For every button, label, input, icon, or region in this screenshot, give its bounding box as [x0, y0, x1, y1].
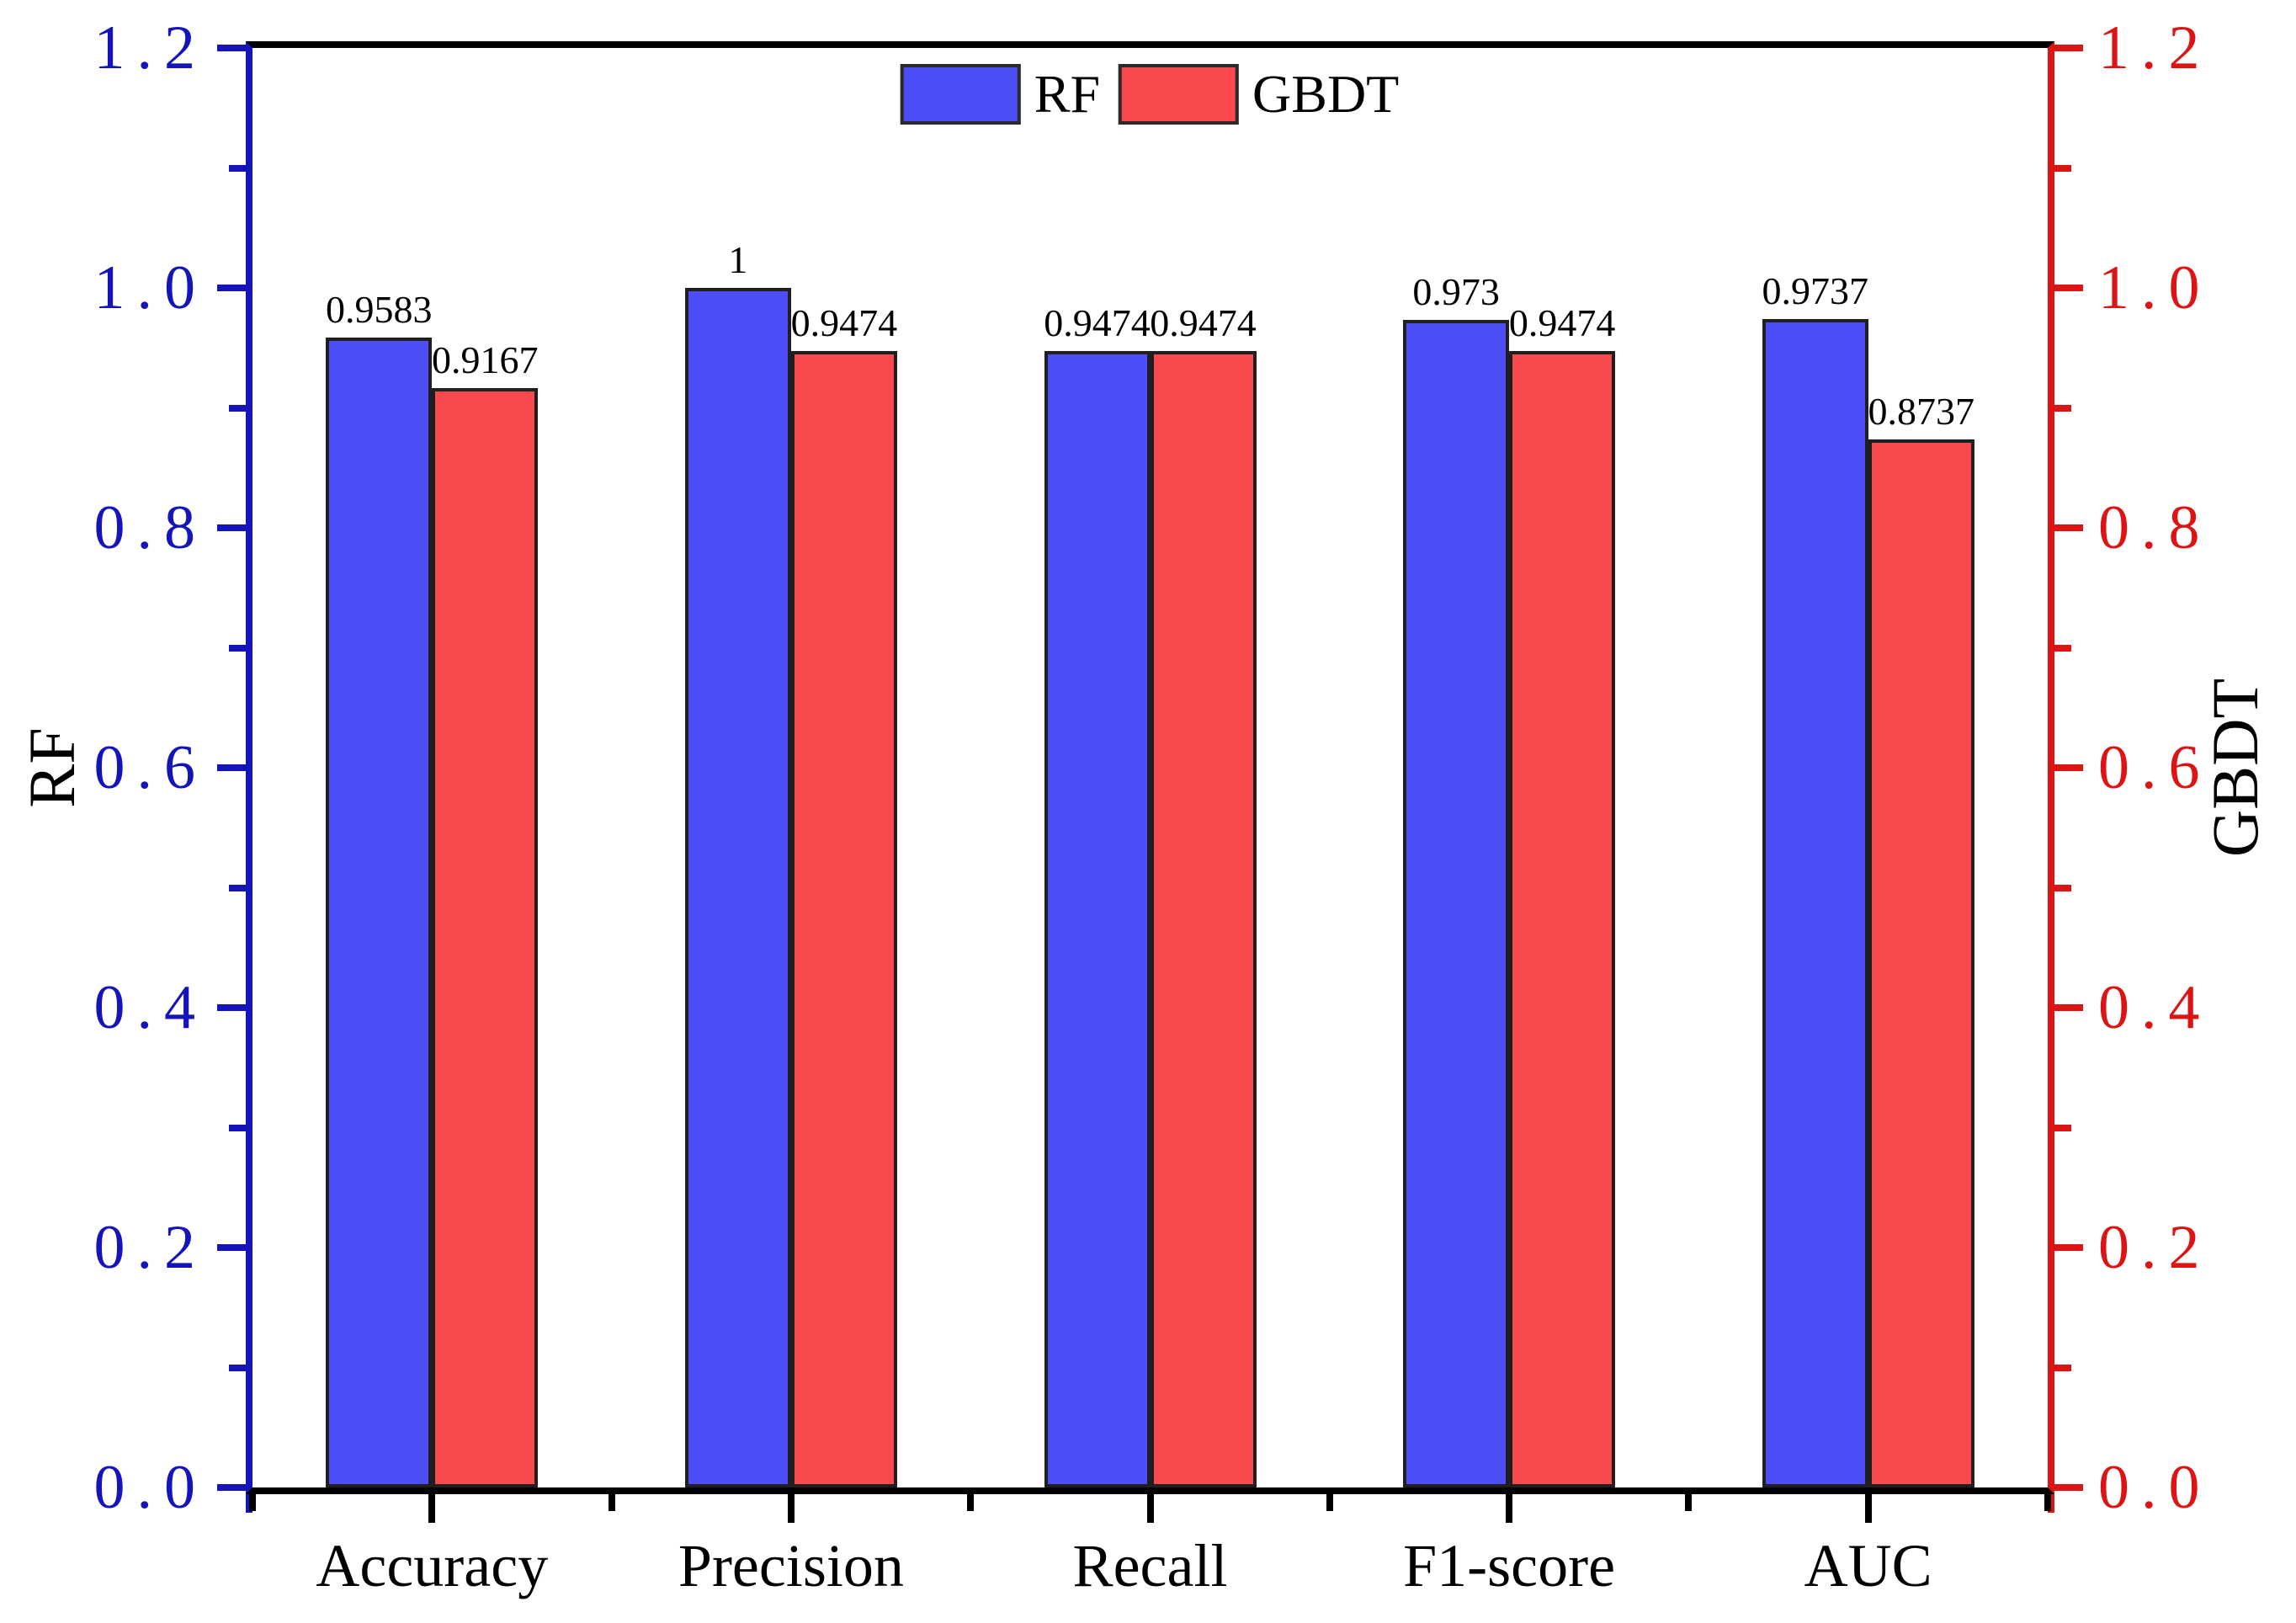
legend-swatch-rf: [900, 64, 1021, 125]
bar-value-label: 1: [728, 238, 748, 281]
left-y-major-tick: [217, 1244, 246, 1251]
right-y-tick-label: 1.0: [2098, 253, 2212, 322]
x-major-tick: [1146, 1494, 1154, 1523]
right-y-tick-label: 0.2: [2098, 1213, 2212, 1282]
bar-value-label: 0.9474: [790, 301, 898, 344]
right-y-minor-tick: [2054, 644, 2071, 652]
right-y-minor-tick: [2054, 1124, 2071, 1131]
x-major-tick: [1864, 1494, 1872, 1523]
bar-gbdt-accuracy: [432, 388, 539, 1487]
left-y-minor-tick: [229, 404, 246, 412]
x-category-label: Recall: [1072, 1532, 1228, 1599]
x-category-label: AUC: [1804, 1532, 1932, 1599]
x-minor-tick: [1326, 1494, 1333, 1511]
bar-rf-recall: [1044, 351, 1151, 1487]
right-y-major-tick: [2054, 285, 2083, 291]
left-y-minor-tick: [229, 164, 246, 172]
right-y-tick-label: 0.0: [2098, 1453, 2212, 1522]
left-y-minor-tick: [229, 644, 246, 652]
left-y-minor-tick: [229, 1124, 246, 1131]
bar-value-label: 0.8737: [1868, 390, 1974, 433]
bar-rf-accuracy: [326, 338, 433, 1487]
bar-gbdt-f1-score: [1509, 351, 1616, 1487]
right-y-major-tick: [2054, 1244, 2083, 1251]
left-y-major-tick: [217, 285, 246, 291]
bar-value-label: 0.9474: [1044, 301, 1151, 344]
left-y-tick-label: 1.0: [93, 253, 207, 322]
right-y-major-tick: [2054, 45, 2083, 51]
bar-value-label: 0.9474: [1150, 301, 1257, 344]
left-y-tick-label: 0.2: [93, 1213, 207, 1282]
x-minor-tick: [967, 1494, 975, 1511]
plot-area: 0.9583 0.9167 1 0.9474 0.9474 0.9474 0.973 0.94…: [246, 41, 2054, 1494]
left-y-minor-tick: [229, 884, 246, 891]
right-y-minor-tick: [2054, 164, 2071, 172]
bar-value-label: 0.9583: [326, 288, 433, 331]
legend-swatch-gbdt: [1119, 64, 1240, 125]
right-spine-extension: [2048, 1494, 2054, 1513]
bar-rf-precision: [684, 288, 791, 1487]
x-major-tick: [1506, 1494, 1513, 1523]
right-y-tick-label: 1.2: [2098, 13, 2212, 82]
legend-item-gbdt: GBDT: [1119, 64, 1399, 125]
bar-gbdt-recall: [1150, 351, 1257, 1487]
left-y-tick-label: 0.0: [93, 1453, 207, 1522]
bar-value-label: 0.9737: [1762, 269, 1868, 312]
bar-value-label: 0.9167: [432, 338, 539, 381]
legend-label: RF: [1034, 64, 1101, 124]
x-minor-tick: [608, 1494, 615, 1511]
right-y-minor-tick: [2054, 1364, 2071, 1371]
left-y-major-tick: [217, 1484, 246, 1491]
right-y-major-tick: [2054, 524, 2083, 531]
x-major-tick: [787, 1494, 795, 1523]
left-y-tick-label: 1.2: [93, 13, 207, 82]
right-y-tick-label: 0.6: [2098, 733, 2212, 802]
left-y-major-tick: [217, 764, 246, 771]
left-spine-extension: [246, 1494, 252, 1513]
x-major-tick: [428, 1494, 436, 1523]
left-y-major-tick: [217, 524, 246, 531]
bar-value-label: 0.973: [1412, 270, 1500, 313]
legend-label: GBDT: [1252, 64, 1400, 124]
left-axis-title: RF: [15, 727, 88, 808]
bar-value-label: 0.9474: [1508, 301, 1616, 344]
left-y-minor-tick: [229, 1364, 246, 1371]
right-y-minor-tick: [2054, 884, 2071, 891]
x-minor-tick: [1685, 1494, 1693, 1511]
bar-gbdt-precision: [790, 351, 897, 1487]
left-y-major-tick: [217, 45, 246, 51]
right-y-major-tick: [2054, 1484, 2083, 1491]
legend-item-rf: RF: [900, 64, 1101, 125]
bar-rf-f1-score: [1403, 320, 1510, 1487]
legend: RF GBDT: [900, 64, 1399, 125]
x-category-label: Accuracy: [316, 1532, 549, 1599]
right-y-tick-label: 0.8: [2098, 493, 2212, 562]
x-category-label: Precision: [678, 1532, 904, 1599]
right-y-major-tick: [2054, 1004, 2083, 1011]
right-axis-title: GBDT: [2198, 678, 2272, 858]
x-category-label: F1-score: [1403, 1532, 1616, 1599]
bar-gbdt-auc: [1868, 439, 1974, 1487]
right-y-tick-label: 0.4: [2098, 973, 2212, 1042]
left-y-tick-label: 0.4: [93, 973, 207, 1042]
left-y-major-tick: [217, 1004, 246, 1011]
right-y-major-tick: [2054, 764, 2083, 771]
bar-rf-auc: [1762, 319, 1868, 1487]
left-y-tick-label: 0.8: [93, 493, 207, 562]
right-y-minor-tick: [2054, 404, 2071, 412]
